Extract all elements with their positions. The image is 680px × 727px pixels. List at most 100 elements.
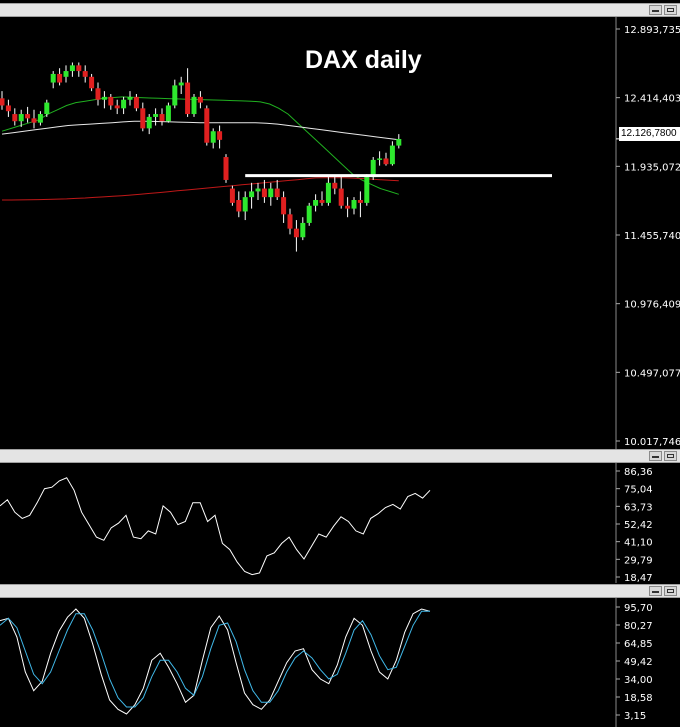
current-price-label: 12.126,7800 (619, 127, 680, 141)
candle-body (101, 96, 107, 100)
oscillator-tick-label: 18,47 (624, 573, 653, 583)
candle-body (396, 138, 402, 146)
candle-body (351, 200, 357, 209)
candle-body (57, 73, 63, 83)
candle-body (325, 182, 331, 203)
price-tick-label: 12.893,7350 (624, 25, 680, 36)
candle-body (153, 114, 159, 117)
candle-body (223, 157, 229, 180)
candle-body (300, 222, 306, 238)
price-tick-label: 11.935,0722 (624, 162, 680, 173)
oscillator-tick-label: 95,70 (624, 603, 653, 614)
candle-body (249, 191, 255, 198)
candle-body (364, 177, 370, 203)
oscillator-1-maximize-button[interactable] (664, 451, 677, 461)
candle-body (159, 114, 165, 122)
candle-body (268, 188, 274, 198)
oscillator-tick-label: 86,36 (624, 467, 653, 478)
oscillator-tick-label: 34,00 (624, 675, 653, 686)
candle-body (389, 145, 395, 165)
oscillator-tick-label: 64,85 (624, 639, 653, 650)
candle-body (108, 96, 114, 106)
candle-body (229, 188, 235, 203)
candle-body (140, 108, 146, 129)
candle-body (50, 73, 56, 83)
price-chart[interactable]: 12.893,7350 12.414,4036 11.935,0722 11.455,… (0, 17, 680, 450)
candle-body (345, 205, 351, 209)
candle-body (114, 105, 120, 109)
candle-body (12, 114, 18, 122)
price-tick-label: 10.976,4093 (624, 300, 680, 311)
oscillator-tick-label: 52,42 (624, 520, 653, 531)
candle-body (332, 182, 338, 189)
main-window-bar (0, 3, 680, 17)
candle-body (95, 88, 101, 100)
candle-body (377, 158, 383, 160)
candle-body (69, 65, 75, 72)
candle-body (146, 116, 152, 129)
candle-body (0, 98, 5, 106)
candle-body (133, 96, 139, 109)
candle-body (18, 114, 24, 122)
candle-body (121, 99, 127, 109)
oscillator-1-chart[interactable]: 86,36 75,04 63,73 52,42 41,10 29,79 18,47 (0, 463, 680, 583)
candle-body (172, 85, 178, 106)
candle-body (338, 188, 344, 206)
candle-body (281, 197, 287, 215)
candle-body (255, 188, 261, 192)
candle-body (204, 108, 210, 143)
oscillator-series-2 (0, 610, 430, 708)
candle-body (25, 114, 31, 119)
price-tick-label: 11.455,7408 (624, 231, 680, 242)
slow-moving-average (1, 120, 399, 141)
candle-body (165, 105, 171, 122)
candle-body (319, 200, 325, 203)
candle-body (89, 76, 95, 89)
oscillator-2-minimize-button[interactable] (649, 586, 662, 596)
candle-body (261, 188, 267, 198)
oscillator-tick-label: 18,58 (624, 693, 653, 704)
candle-body (5, 105, 11, 112)
candle-body (242, 197, 248, 212)
candle-body (306, 205, 312, 223)
long-moving-average (2, 177, 399, 201)
oscillator-1-window-bar (0, 449, 680, 463)
price-tick-label: 10.497,0779 (624, 368, 680, 379)
oscillator-tick-label: 80,27 (624, 621, 653, 632)
oscillator-tick-label: 41,10 (624, 538, 653, 549)
maximize-button[interactable] (664, 5, 677, 15)
oscillator-tick-label: 63,73 (624, 502, 653, 513)
candle-body (217, 131, 223, 140)
oscillator-series-1 (0, 608, 431, 715)
candle-body (313, 200, 319, 206)
candle-body (274, 188, 280, 198)
candle-body (31, 118, 37, 123)
oscillator-1-minimize-button[interactable] (649, 451, 662, 461)
price-tick-label: 12.414,4036 (624, 94, 680, 105)
candle-body (210, 131, 216, 143)
candle-body (383, 158, 389, 165)
candle-body (185, 82, 191, 115)
oscillator-tick-label: 75,04 (624, 485, 653, 496)
candle-body (197, 96, 203, 103)
minimize-button[interactable] (649, 5, 662, 15)
candle-body (127, 96, 133, 100)
oscillator-2-chart[interactable]: 95,70 80,27 64,85 49,42 34,00 18,58 3,15 (0, 598, 680, 727)
candle-body (44, 102, 50, 115)
candle-body (287, 214, 293, 229)
oscillator-tick-label: 29,79 (624, 555, 653, 566)
price-tick-label: 10.017,7465 (624, 437, 680, 448)
chart-title: DAX daily (305, 46, 422, 74)
oscillator-tick-label: 49,42 (624, 657, 653, 668)
oscillator-2-maximize-button[interactable] (664, 586, 677, 596)
candle-body (178, 82, 184, 86)
candle-body (293, 228, 299, 238)
fast-moving-average (1, 96, 399, 195)
candle-body (63, 71, 69, 77)
candle-body (191, 96, 197, 115)
oscillator-2-window-bar (0, 584, 680, 598)
oscillator-tick-label: 3,15 (624, 711, 646, 722)
candle-body (357, 200, 363, 203)
candle-body (37, 114, 43, 123)
candle-body (236, 200, 242, 212)
